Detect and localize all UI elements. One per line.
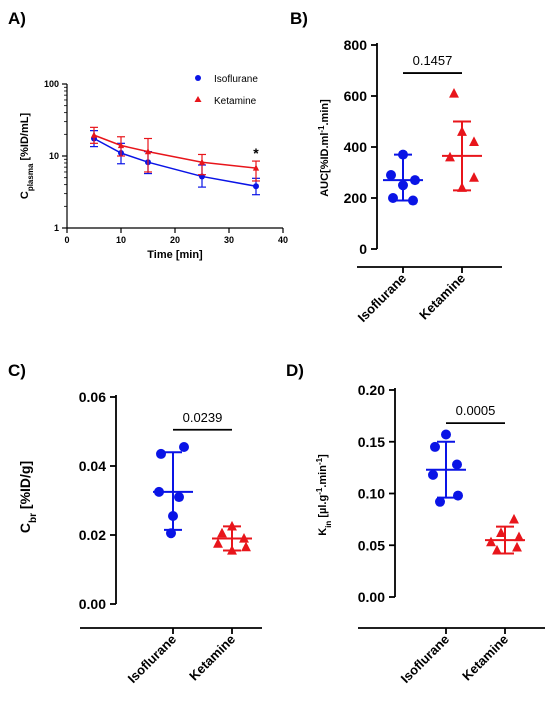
panel-b-label: B) <box>290 9 308 28</box>
data-point <box>144 148 152 155</box>
category-label-isoflurane: Isoflurane <box>355 271 410 326</box>
category-label-ketamine: Ketamine <box>186 632 238 684</box>
panel-a-xlabel: Time [min] <box>147 249 203 261</box>
panel-a: A) Cplasma [%ID/mL] Time [min] 1 10 100 0 10… <box>8 9 288 261</box>
y-tick-label: 0.00 <box>358 589 385 605</box>
data-point-isoflurane <box>435 496 445 507</box>
category-label-isoflurane: Isoflurane <box>125 632 180 687</box>
panel-a-label: A) <box>8 9 26 28</box>
data-point-ketamine <box>514 531 524 542</box>
legend-label-ketamine: Ketamine <box>214 96 257 107</box>
y-tick-label: 1 <box>54 223 59 233</box>
p-value-label: 0.0239 <box>183 410 223 425</box>
panel-a-legend: Isoflurane Ketamine <box>194 74 258 107</box>
category-label-ketamine: Ketamine <box>459 632 511 684</box>
x-tick-label: 20 <box>170 235 180 245</box>
data-point-isoflurane <box>156 448 166 459</box>
data-point-ketamine <box>213 538 223 548</box>
data-point-isoflurane <box>441 429 451 440</box>
p-value-label: 0.1457 <box>413 53 453 68</box>
data-point-ketamine <box>469 172 479 182</box>
y-tick-label: 800 <box>344 37 368 53</box>
data-point <box>90 131 98 138</box>
panel-b-ylabel: AUC[%ID.ml-1.min] <box>317 99 332 197</box>
data-point-isoflurane <box>430 441 440 452</box>
y-tick-label: 200 <box>344 190 368 206</box>
y-tick-label: 100 <box>44 79 59 89</box>
data-point-isoflurane <box>428 469 438 480</box>
panel-a-ylabel: Cplasma [%ID/mL] <box>19 113 35 200</box>
data-point-isoflurane <box>174 492 184 503</box>
x-tick-label: 10 <box>116 235 126 245</box>
legend-label-isoflurane: Isoflurane <box>214 74 258 85</box>
panel-d-label: D) <box>286 361 304 380</box>
panel-d-marks: 0.0005 <box>426 403 525 555</box>
data-point-ketamine <box>509 513 519 524</box>
data-point-isoflurane <box>408 195 418 206</box>
legend-marker-ketamine <box>194 96 202 102</box>
y-tick-label: 0.06 <box>79 389 106 405</box>
data-point-isoflurane <box>386 170 396 181</box>
y-tick-label: 0.10 <box>358 486 385 502</box>
category-label-isoflurane: Isoflurane <box>398 632 453 687</box>
data-point-isoflurane <box>453 490 463 501</box>
y-tick-label: 400 <box>344 139 368 155</box>
data-point <box>253 183 259 190</box>
legend-marker-isoflurane <box>195 75 201 81</box>
panel-a-series <box>90 126 260 196</box>
data-point-ketamine <box>496 527 506 537</box>
data-point-ketamine <box>492 544 502 555</box>
data-point-ketamine <box>217 527 227 538</box>
y-tick-label: 0.15 <box>358 434 385 450</box>
data-point <box>117 141 125 149</box>
x-tick-label: 40 <box>278 235 288 245</box>
y-tick-label: 0 <box>359 241 367 257</box>
panel-d-axes: 0.00 0.05 0.10 0.15 0.20 Isoflurane Ketamine <box>358 382 545 686</box>
series-line-isoflurane <box>93 137 257 187</box>
category-label-ketamine: Ketamine <box>416 271 468 323</box>
p-value-label: 0.0005 <box>456 403 496 418</box>
y-tick-label: 0.02 <box>79 527 106 543</box>
data-point-isoflurane <box>179 442 189 453</box>
y-tick-label: 0.04 <box>79 458 106 474</box>
panel-c-marks: 0.0239 <box>153 410 252 555</box>
panel-b: B) AUC[%ID.ml-1.min] 0 200 400 600 800 Isoflu… <box>290 9 502 325</box>
data-point-ketamine <box>512 541 522 552</box>
data-point <box>252 164 260 171</box>
y-tick-label: 0.00 <box>79 596 106 612</box>
x-tick-label: 30 <box>224 235 234 245</box>
panel-d: D) Kin [µl.g-1.min-1] 0.000.050.100.150.… <box>286 361 545 686</box>
data-point-ketamine <box>449 87 459 98</box>
panel-c-label: C) <box>8 361 26 380</box>
data-point <box>198 158 206 165</box>
data-point-ketamine <box>486 536 496 547</box>
panel-c: C) Cbr [%ID/g] 0.00 0.02 0.04 0.06 Isofluran… <box>8 361 262 686</box>
y-tick-label: 0.20 <box>358 382 385 398</box>
panel-a-axes: 1 10 100 0 10 20 30 40 <box>44 79 288 245</box>
x-tick-label: 0 <box>64 235 69 245</box>
panel-b-marks: 0.1457 <box>383 53 482 206</box>
significance-star: * <box>253 145 259 161</box>
y-tick-label: 10 <box>49 151 59 161</box>
y-tick-label: 600 <box>344 88 368 104</box>
panel-c-ylabel: Cbr [%ID/g] <box>17 461 39 533</box>
data-point-isoflurane <box>452 459 462 470</box>
data-point-ketamine <box>241 541 251 552</box>
y-tick-label: 0.05 <box>358 537 385 553</box>
data-point-ketamine <box>469 136 479 147</box>
panel-d-ylabel: Kin [µl.g-1.min-1] <box>315 454 333 536</box>
